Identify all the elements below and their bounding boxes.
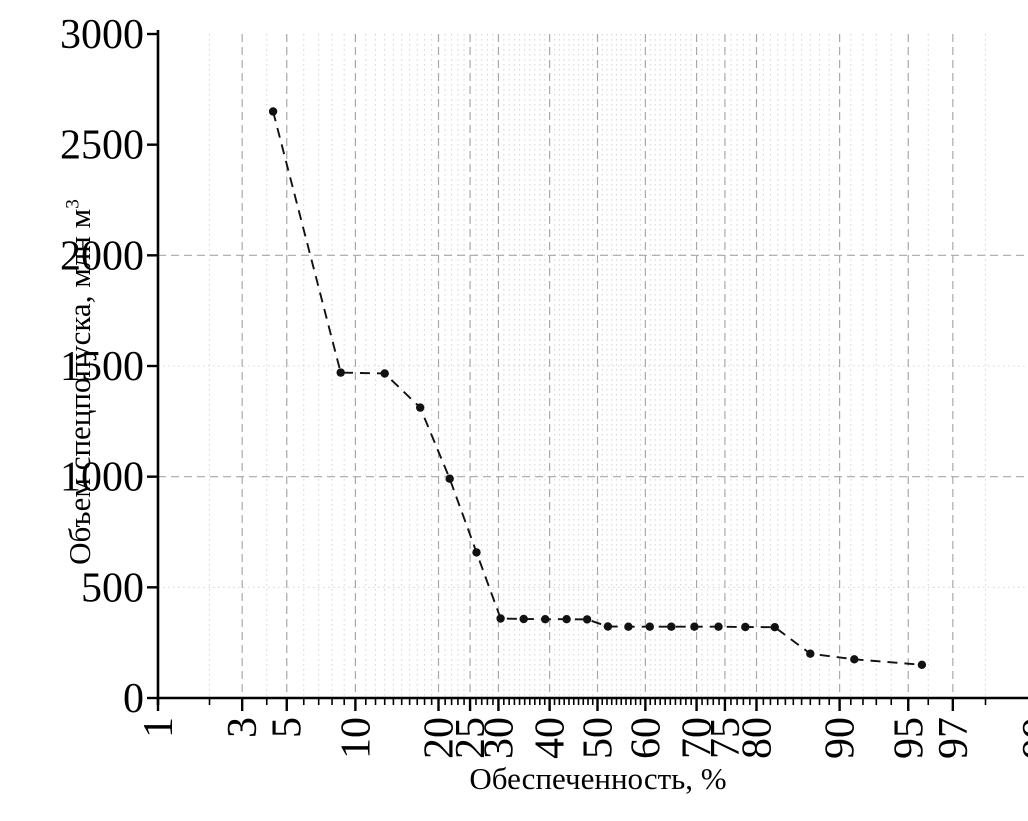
data-point	[445, 474, 454, 483]
x-tick-label: 30	[476, 717, 522, 759]
x-tick-label: 10	[333, 717, 379, 759]
y-axis-title-superscript: 3	[62, 199, 84, 209]
y-tick-label: 2000	[60, 233, 144, 279]
data-point	[472, 548, 481, 557]
data-point	[645, 622, 654, 631]
x-tick-label: 25	[448, 717, 494, 759]
x-tick-label: 20	[416, 717, 462, 759]
x-tick-label: 99	[1015, 717, 1028, 759]
y-tick-label: 500	[81, 565, 144, 611]
x-tick-label: 90	[818, 717, 864, 759]
x-tick-label: 50	[576, 717, 622, 759]
x-tick-label: 97	[931, 717, 977, 759]
data-point	[380, 369, 389, 378]
data-point	[519, 614, 528, 624]
data-point	[690, 622, 699, 631]
x-tick-label: 80	[735, 717, 781, 759]
y-tick-label: 2500	[60, 123, 144, 169]
data-point	[667, 622, 676, 631]
data-point	[603, 622, 613, 631]
data-point	[268, 107, 278, 116]
x-tick-label: 70	[675, 717, 721, 759]
data-point	[917, 660, 927, 669]
data-point	[624, 622, 633, 631]
y-tick-label: 1000	[60, 455, 144, 501]
data-point	[416, 403, 425, 412]
y-axis-title-text: Объем спецпопуска, млн м	[62, 208, 97, 565]
y-tick-label: 0	[123, 676, 144, 722]
data-point	[541, 615, 550, 624]
x-tick-label: 75	[703, 717, 749, 759]
x-axis-title: Обеспеченность, %	[469, 761, 727, 796]
y-axis-title: Объем спецпопуска, млн м3	[62, 199, 98, 565]
x-tick-label: 5	[265, 717, 311, 738]
data-point	[562, 615, 571, 624]
data-point	[850, 655, 859, 664]
series-line	[272, 111, 922, 666]
exceedance-probability-chart: 0 500 1000 1500 2000 2500 3000 1 3 5 10 20 25 30 40 50 6…	[40, 16, 1028, 805]
data-point	[496, 614, 505, 623]
y-tick-label: 3000	[60, 16, 144, 58]
data-point	[582, 615, 592, 624]
data-point	[714, 622, 723, 631]
x-tick-label: 95	[886, 717, 932, 759]
x-tick-label: 1	[136, 717, 182, 738]
y-tick-label: 1500	[60, 344, 144, 390]
data-point	[770, 623, 779, 632]
x-tick-label: 60	[623, 717, 669, 759]
data-point	[741, 622, 750, 632]
x-tick-label: 3	[220, 717, 266, 738]
data-point	[336, 368, 345, 377]
data-point	[806, 649, 815, 658]
x-tick-label: 40	[528, 717, 574, 759]
